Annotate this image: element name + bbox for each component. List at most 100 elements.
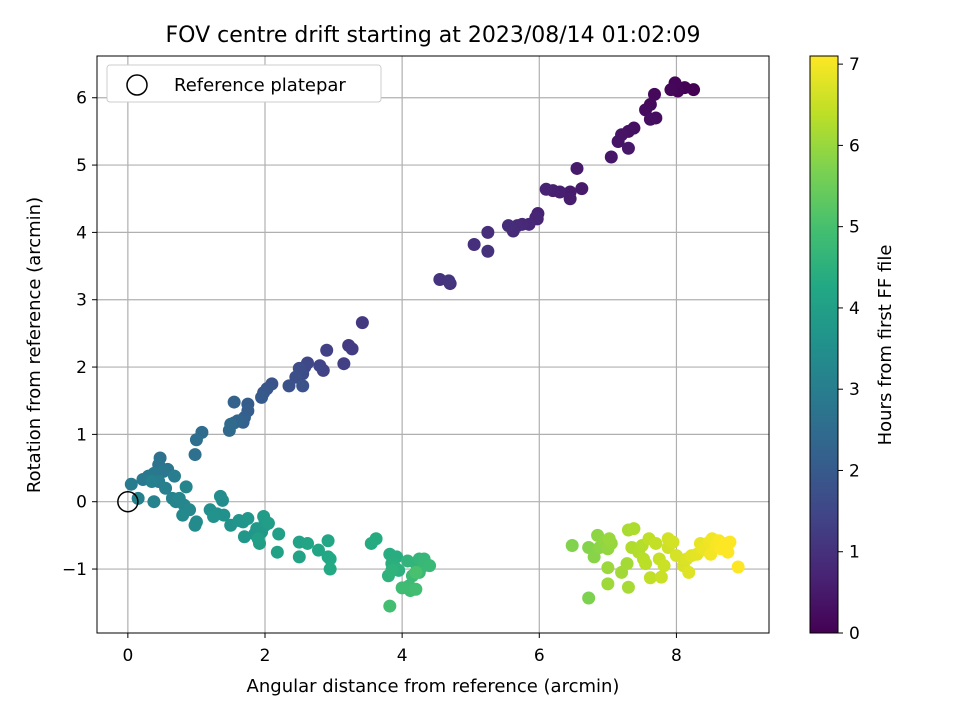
colorbar-ticks: 0 1 2 3 4 5 6 7 xyxy=(838,55,860,644)
scatter-point xyxy=(643,112,657,126)
scatter-point xyxy=(321,534,335,548)
scatter-point xyxy=(147,495,161,509)
scatter-point xyxy=(539,182,553,196)
scatter-point xyxy=(179,480,193,494)
scatter-point xyxy=(654,570,668,584)
scatter-point xyxy=(237,530,251,544)
scatter-point xyxy=(217,508,231,522)
scatter-point xyxy=(601,577,615,591)
scatter-point xyxy=(292,550,306,564)
x-tick-label: 8 xyxy=(671,646,682,666)
scatter-point xyxy=(621,580,635,594)
scatter-point xyxy=(481,225,495,239)
scatter-point xyxy=(188,448,202,462)
scatter-point xyxy=(145,475,159,489)
scatter-point xyxy=(501,219,515,233)
scatter-point xyxy=(188,518,202,532)
scatter-point xyxy=(383,599,397,613)
legend: Reference platepar xyxy=(106,64,382,103)
scatter-point xyxy=(159,481,173,495)
y-tick-label: 4 xyxy=(76,223,87,243)
scatter-point xyxy=(587,550,601,564)
x-axis-ticks: 0 2 4 6 8 xyxy=(122,633,682,666)
scatter-point xyxy=(604,150,618,164)
x-axis-label: Angular distance from reference (arcmin) xyxy=(247,676,620,697)
reference-platepar-marker xyxy=(117,490,139,513)
scatter-point xyxy=(682,565,696,579)
x-tick-label: 6 xyxy=(534,646,545,666)
scatter-point xyxy=(611,135,625,149)
y-tick-label: 0 xyxy=(76,493,87,513)
scatter-point xyxy=(251,532,265,546)
scatter-point xyxy=(721,545,735,559)
scatter-point xyxy=(723,535,737,549)
chart-title: FOV centre drift starting at 2023/08/14 … xyxy=(166,23,701,48)
scatter-point xyxy=(345,342,359,356)
scatter-point xyxy=(423,559,437,573)
scatter-point xyxy=(639,557,653,571)
scatter-point xyxy=(627,522,641,536)
scatter-point xyxy=(323,552,337,566)
colorbar-tick-label: 3 xyxy=(849,380,860,400)
scatter-point xyxy=(731,560,745,574)
reference-marker-group xyxy=(117,490,139,513)
scatter-point xyxy=(167,469,181,483)
scatter-point xyxy=(355,316,369,330)
scatter-point xyxy=(289,370,303,384)
x-tick-label: 2 xyxy=(260,646,271,666)
scatter-point xyxy=(582,540,596,554)
plot-area xyxy=(97,56,769,633)
colorbar-tick-label: 6 xyxy=(849,136,860,156)
scatter-point xyxy=(369,532,383,546)
plot-frame xyxy=(96,55,770,634)
scatter-point xyxy=(647,87,661,101)
legend-marker xyxy=(126,74,148,96)
legend-label: Reference platepar xyxy=(174,75,346,96)
legend-box xyxy=(106,64,382,103)
scatter-point xyxy=(176,508,190,522)
scatter-point xyxy=(272,527,286,541)
scatter-point xyxy=(215,493,229,507)
scatter-point xyxy=(565,538,579,552)
scatter-point xyxy=(124,477,138,491)
scatter-point xyxy=(255,390,269,404)
y-tick-label: 6 xyxy=(76,89,87,109)
colorbar-tick-label: 0 xyxy=(849,624,860,644)
x-tick-label: 0 xyxy=(122,646,133,666)
grid xyxy=(97,56,769,633)
scatter-point xyxy=(643,571,657,585)
scatter-point xyxy=(189,433,203,447)
scatter-point xyxy=(320,343,334,357)
y-tick-label: 3 xyxy=(76,291,87,311)
scatter-point xyxy=(666,535,680,549)
scatter-point xyxy=(467,238,481,252)
scatter-point xyxy=(241,512,255,526)
scatter-point xyxy=(602,532,616,546)
scatter-point xyxy=(620,557,634,571)
scatter-point xyxy=(227,395,241,409)
scatter-point xyxy=(481,244,495,258)
scatter-point xyxy=(313,359,327,373)
scatter-point xyxy=(282,379,296,393)
scatter-point xyxy=(301,536,315,550)
x-tick-label: 4 xyxy=(397,646,408,666)
scatter-point xyxy=(601,561,615,575)
scatter-point xyxy=(657,559,671,573)
scatter-point xyxy=(207,510,221,524)
colorbar-tick-label: 4 xyxy=(849,299,860,319)
scatter-point xyxy=(664,83,678,97)
colorbar xyxy=(809,55,839,634)
scatter-point xyxy=(261,516,275,530)
scatter-points xyxy=(124,76,745,613)
scatter-point xyxy=(409,565,423,579)
y-axis-label: Rotation from reference (arcmin) xyxy=(24,197,45,493)
scatter-point xyxy=(563,192,577,206)
colorbar-tick-label: 7 xyxy=(849,55,860,75)
scatter-point xyxy=(575,182,589,196)
scatter-point xyxy=(270,545,284,559)
scatter-point xyxy=(337,357,351,371)
colorbar-tick-label: 2 xyxy=(849,461,860,481)
scatter-point xyxy=(311,543,325,557)
scatter-point xyxy=(385,563,399,577)
y-tick-label: −1 xyxy=(62,560,87,580)
